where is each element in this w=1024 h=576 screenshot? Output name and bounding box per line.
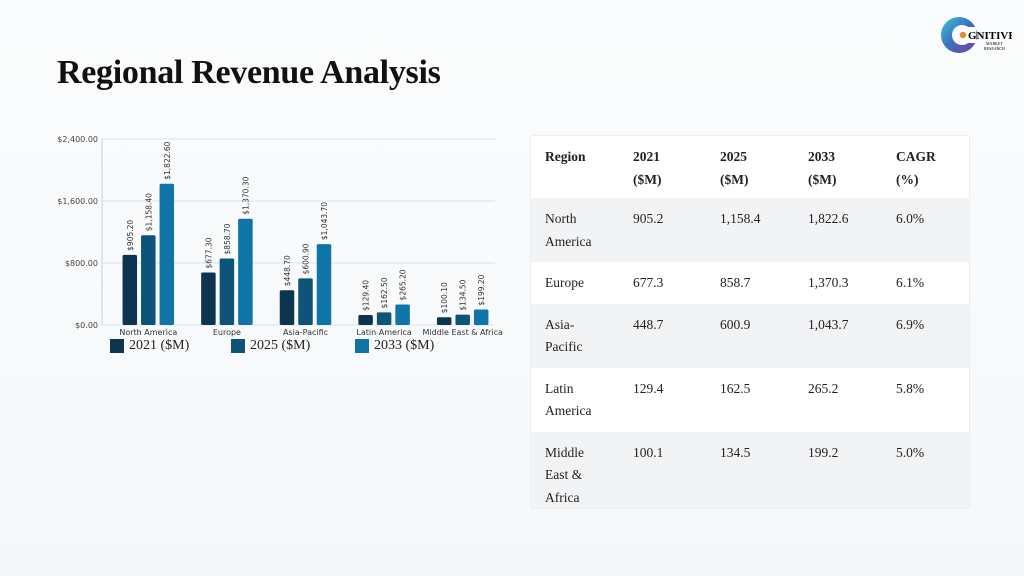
cell-2021: 129.4: [633, 380, 664, 396]
cell-region: Middle East & Africa: [545, 444, 584, 505]
bar-value-label: $1,158.40: [144, 193, 153, 231]
table-row: Middle East & Africa 100.1 134.5 199.2 5.0…: [531, 431, 969, 508]
header-2021: 2021 ($M): [633, 149, 662, 187]
x-tick-label: Latin America: [356, 328, 411, 337]
revenue-bar-chart: $0.00 $800.00 $1,600.00 $2,400.00 $905.20 $1,…: [57, 135, 503, 337]
cell-2025: 600.9: [720, 316, 751, 332]
logo-line1: MARKET: [986, 41, 1003, 46]
cell-2033: 199.2: [808, 444, 839, 460]
logo-word: GNITIVE: [968, 30, 1012, 42]
header-2025: 2025 ($M): [720, 149, 749, 187]
y-tick-label: $2,400.00: [57, 135, 98, 144]
bar-value-label: $677.30: [204, 237, 213, 268]
legend-item-2025: 2025 ($M): [231, 337, 310, 355]
header-2033: 2033 ($M): [808, 149, 837, 187]
legend-label-2021: 2021 ($M): [129, 338, 190, 353]
legend-label-2033: 2033 ($M): [374, 338, 435, 353]
cell-2033: 265.2: [808, 380, 839, 396]
cell-cagr: 5.8%: [896, 380, 925, 396]
cell-region: Europe: [545, 275, 584, 290]
page-title: Regional Revenue Analysis: [57, 54, 441, 91]
cell-2033: 1,370.3: [808, 275, 849, 290]
cell-2021: 448.7: [633, 316, 664, 332]
bar-value-label: $199.20: [477, 274, 486, 305]
cell-2025: 162.5: [720, 380, 751, 396]
legend-item-2021: 2021 ($M): [110, 337, 189, 355]
logo-mark-icon: GNITIVE MARKET RESEARCH: [941, 17, 1016, 53]
table-row: Latin America 129.4 162.5 265.2 5.8%: [531, 368, 969, 432]
bar: [122, 254, 138, 325]
table-row: North America 905.2 1,158.4 1,822.6 6.0%: [531, 198, 969, 262]
header-region: Region: [545, 149, 586, 164]
cell-cagr: 5.0%: [896, 444, 925, 460]
y-tick-label: $0.00: [75, 321, 98, 330]
table-row: Europe 677.3 858.7 1,370.3 6.1%: [531, 262, 969, 304]
cell-region: Asia- Pacific: [545, 316, 583, 355]
bar-value-label: $1,043.70: [320, 202, 329, 240]
bar-value-label: $100.10: [440, 282, 449, 313]
bar-value-label: $905.20: [126, 220, 135, 251]
cell-2021: 677.3: [633, 275, 664, 290]
x-tick-label: Middle East & Africa: [423, 328, 503, 337]
cell-region: North America: [545, 211, 592, 249]
bar: [473, 309, 489, 325]
table-header-row: Region 2021 ($M) 2025 ($M) 2033 ($M) CAGR (%…: [531, 136, 969, 198]
bar-value-label: $858.70: [223, 223, 232, 254]
revenue-table: Region 2021 ($M) 2025 ($M) 2033 ($M) CAGR (%…: [531, 136, 969, 508]
cell-region: Latin America: [545, 380, 592, 419]
cell-2025: 134.5: [720, 444, 751, 460]
revenue-table-card: Region 2021 ($M) 2025 ($M) 2033 ($M) CAGR (%…: [530, 135, 970, 509]
bar: [159, 183, 175, 325]
bar: [316, 244, 332, 325]
cell-2025: 858.7: [720, 275, 751, 290]
bar: [436, 317, 452, 325]
cell-cagr: 6.9%: [896, 316, 925, 332]
bar-value-label: $134.50: [459, 279, 468, 310]
bar-value-label: $162.50: [380, 277, 389, 308]
cell-2033: 1,822.6: [808, 211, 849, 226]
bar-value-label: $129.40: [362, 280, 371, 311]
y-tick-label: $800.00: [65, 259, 98, 268]
cell-2021: 905.2: [633, 211, 664, 226]
bar: [395, 304, 410, 325]
legend-label-2025: 2025 ($M): [250, 338, 311, 353]
x-tick-label: Asia-Pacific: [283, 328, 328, 337]
bar-value-label: $1,370.30: [241, 176, 250, 214]
bar-value-label: $448.70: [283, 255, 292, 286]
bar: [298, 278, 313, 325]
bar: [141, 235, 156, 325]
bar: [279, 290, 295, 325]
bar: [238, 218, 253, 325]
legend-swatch-2021: [110, 339, 124, 353]
bar: [201, 272, 216, 325]
bar: [455, 314, 470, 325]
logo-line2: RESEARCH: [984, 46, 1005, 51]
cell-2025: 1,158.4: [720, 211, 761, 226]
legend-swatch-2025: [231, 339, 245, 353]
cell-cagr: 6.0%: [896, 211, 925, 226]
bar-value-label: $1,822.60: [163, 141, 172, 179]
y-tick-label: $1,600.00: [57, 197, 98, 206]
x-tick-label: Europe: [213, 328, 241, 337]
company-logo: GNITIVE MARKET RESEARCH: [940, 13, 1016, 57]
cell-2033: 1,043.7: [808, 316, 849, 332]
bar: [358, 314, 373, 325]
legend-swatch-2033: [355, 339, 369, 353]
legend-item-2033: 2033 ($M): [355, 337, 434, 355]
bar: [219, 258, 235, 325]
bar: [376, 312, 392, 325]
bar-value-label: $600.90: [302, 243, 311, 274]
x-tick-label: North America: [119, 328, 177, 337]
header-cagr: CAGR (%): [896, 149, 936, 187]
bar-value-label: $265.20: [399, 269, 408, 300]
table-row: Asia- Pacific 448.7 600.9 1,043.7 6.9%: [531, 303, 969, 368]
cell-cagr: 6.1%: [896, 275, 925, 290]
cell-2021: 100.1: [633, 444, 664, 460]
